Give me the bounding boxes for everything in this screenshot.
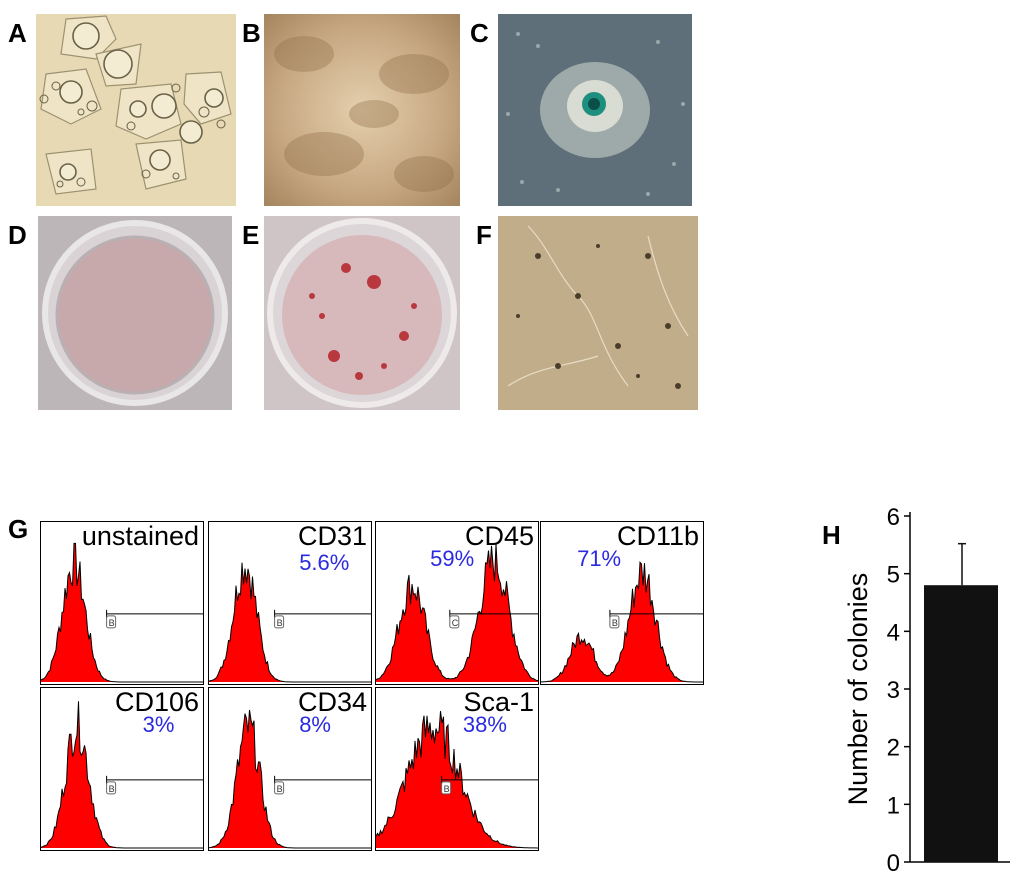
y-tick-label: 6 [887, 504, 900, 531]
gate-label: B [109, 784, 115, 794]
histogram-outline [376, 543, 538, 682]
bar [924, 585, 998, 862]
histogram-marker-name: CD31 [297, 521, 367, 551]
y-tick-label: 2 [887, 735, 900, 762]
histogram-percent: 8% [299, 712, 331, 738]
histogram-marker-name: Sca-1 [463, 687, 534, 717]
gate-label-box [274, 615, 285, 629]
y-tick-label: 4 [887, 619, 900, 646]
histogram-marker-name: CD45 [464, 521, 534, 551]
histogram-outline [41, 701, 203, 849]
dish-control [38, 216, 232, 410]
micrograph-stained-colony [498, 14, 692, 206]
colony-count-chart: 0 1 2 3 4 5 6 Number of colonies [843, 504, 1010, 875]
gate-label-box [441, 781, 452, 795]
histogram-fill [41, 701, 203, 848]
y-tick-label: 3 [887, 677, 900, 704]
gate-label-box [106, 615, 117, 629]
gate-label: C [452, 618, 459, 628]
gate-label: B [277, 784, 283, 794]
panel-label-e: E [242, 220, 260, 250]
histogram-outline [376, 711, 538, 849]
y-tick-label: 5 [887, 562, 900, 589]
histogram-fill [209, 710, 371, 848]
histogram-marker-name: CD11b [616, 521, 699, 551]
histogram-percent: 3% [142, 712, 175, 738]
gate-label: B [444, 784, 450, 794]
panel-label-d: D [8, 220, 27, 250]
dish-stained [264, 216, 460, 410]
gate-label-box [609, 615, 620, 629]
histogram-outline [209, 709, 371, 849]
histogram-percent: 59% [430, 546, 475, 572]
histogram-percent: 5.6% [299, 549, 350, 575]
histogram-fill [41, 543, 203, 682]
histogram-marker-name: CD106 [114, 687, 199, 717]
panel-label-c: C [470, 18, 489, 48]
micrograph-cells [498, 216, 698, 410]
histogram-cd31: B CD31 5.6% [208, 521, 372, 685]
histogram-cd45: C CD45 59% [375, 521, 539, 685]
y-tick-label: 1 [887, 792, 900, 819]
gate-label-box [449, 615, 460, 629]
histogram-percent: 71% [577, 546, 622, 572]
histogram-marker-name: unstained [81, 521, 199, 551]
panel-label-h: H [822, 520, 841, 550]
histogram-outline [541, 561, 703, 683]
gate-label: B [277, 618, 283, 628]
histogram-cd106: B CD106 3% [40, 687, 204, 851]
histogram-cd34: B CD34 8% [208, 687, 372, 851]
histogram-marker-name: CD34 [297, 687, 367, 717]
micrograph-culture [264, 14, 460, 206]
gate-label: B [109, 618, 115, 628]
histogram-cd11b: B CD11b 71% [540, 521, 704, 685]
gate-label: B [612, 618, 618, 628]
histogram-fill [541, 562, 703, 682]
histogram-fill [209, 562, 371, 682]
histogram-outline [41, 542, 203, 683]
gate-label-box [274, 781, 285, 795]
histogram-percent: 38% [462, 712, 507, 738]
gate-label-box [106, 781, 117, 795]
panel-label-g: G [8, 514, 29, 544]
histogram-outline [209, 562, 371, 683]
micrograph-adipocytes [36, 14, 236, 206]
histogram-sca-1: B Sca-1 38% [375, 687, 539, 851]
y-axis-title: Number of colonies [843, 573, 873, 806]
y-tick-label: 0 [887, 850, 900, 875]
histogram-fill [376, 543, 538, 682]
panel-label-a: A [8, 18, 27, 48]
panel-label-b: B [242, 18, 261, 48]
panel-label-f: F [476, 220, 492, 250]
